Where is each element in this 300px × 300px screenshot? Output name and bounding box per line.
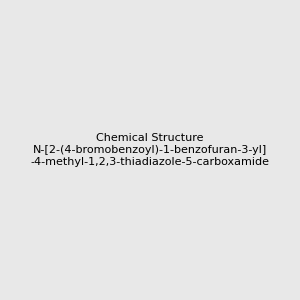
Text: Chemical Structure
N-[2-(4-bromobenzoyl)-1-benzofuran-3-yl]
-4-methyl-1,2,3-thia: Chemical Structure N-[2-(4-bromobenzoyl)… [31,134,269,166]
